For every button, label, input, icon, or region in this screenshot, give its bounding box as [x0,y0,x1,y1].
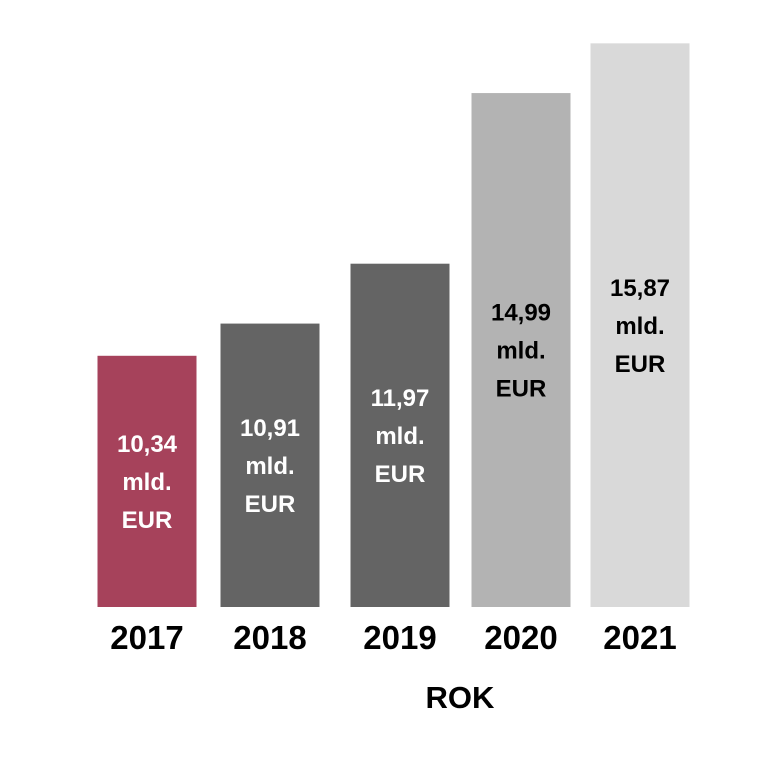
value-label-2021: 15,87 mld. EUR [610,275,670,378]
x-tick-label-2020: 2020 [484,619,557,656]
value-label-line: EUR [615,351,666,378]
value-label-line: mld. [496,338,545,365]
bar-2018 [220,323,320,607]
x-tick-label-2017: 2017 [110,619,183,656]
value-label-line: mld. [375,423,424,450]
value-label-2017: 10,34 mld. EUR [117,431,178,534]
value-label-line: 10,34 [117,431,178,458]
value-label-2020: 14,99 mld. EUR [491,300,551,403]
value-label-line: EUR [245,491,296,518]
bar-2017 [97,355,197,607]
bar-2020 [471,93,571,607]
bar-2021 [590,43,690,608]
value-label-2018: 10,91 mld. EUR [240,415,300,518]
value-label-line: 15,87 [610,275,670,302]
value-label-line: EUR [122,507,173,534]
bars-group [97,43,690,608]
bar-2019 [350,263,450,607]
value-label-line: EUR [375,461,426,488]
x-tick-labels-group: 2017 2018 2019 2020 2021 [110,619,676,656]
value-label-line: EUR [496,376,547,403]
value-label-line: 10,91 [240,415,300,442]
x-axis-title: ROK [426,680,496,715]
x-tick-label-2018: 2018 [233,619,306,656]
x-tick-label-2021: 2021 [603,619,676,656]
value-label-2019: 11,97 mld. EUR [371,385,430,488]
value-label-line: 11,97 [371,385,430,412]
value-label-line: mld. [615,313,664,340]
value-label-line: mld. [122,469,171,496]
x-tick-label-2019: 2019 [363,619,436,656]
value-label-line: mld. [245,453,294,480]
value-label-line: 14,99 [491,300,551,327]
